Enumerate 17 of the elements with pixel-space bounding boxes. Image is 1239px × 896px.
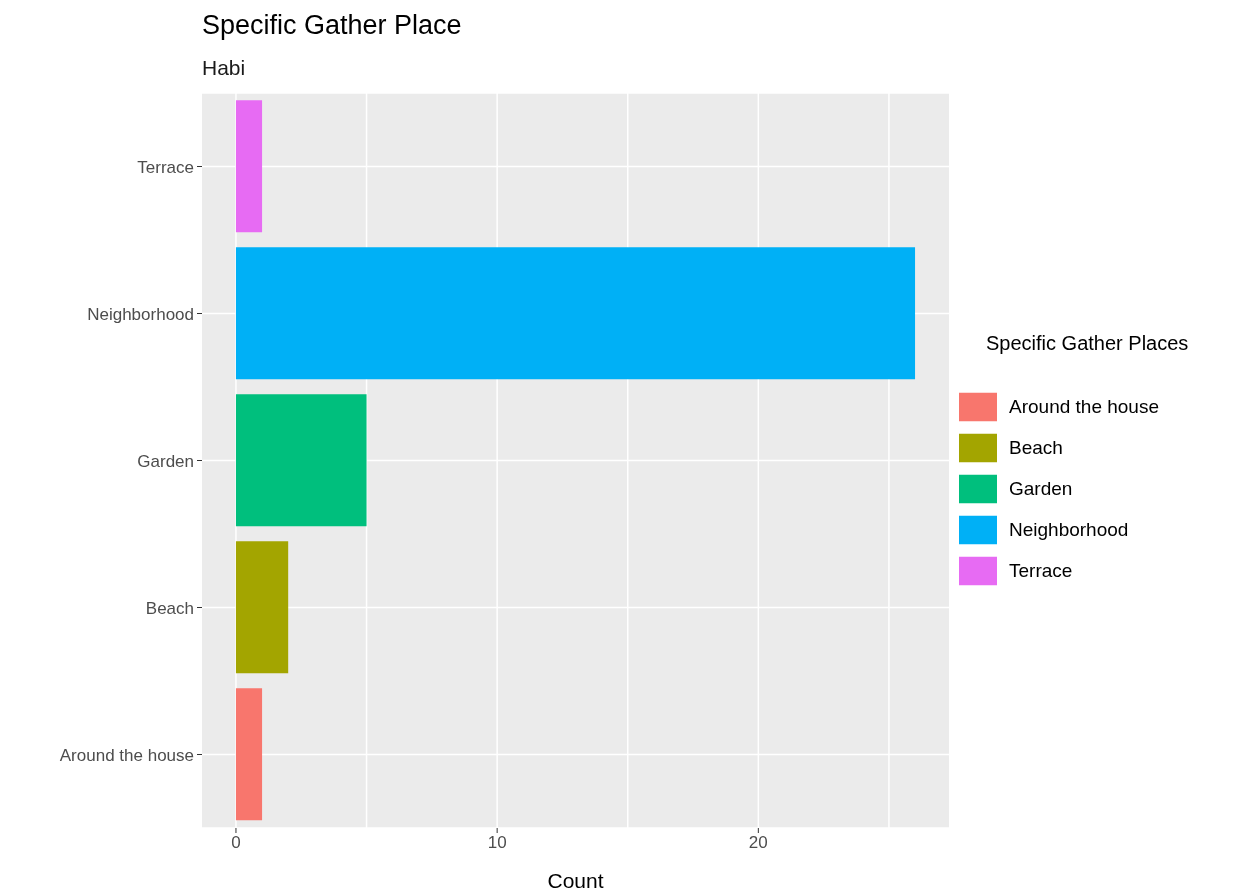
y-tick-label: Garden (137, 451, 194, 471)
y-tick-label: Beach (145, 598, 194, 618)
y-tick-label: Terrace (137, 157, 194, 177)
chart-subtitle: Habi (202, 56, 246, 80)
legend-label: Terrace (1009, 559, 1073, 581)
legend-label: Neighborhood (1009, 518, 1129, 540)
x-axis-title: Count (547, 869, 604, 892)
legend-label: Garden (1009, 477, 1073, 499)
legend-title: Specific Gather Places (986, 332, 1189, 355)
x-tick-label: 10 (487, 833, 507, 852)
chart-title: Specific Gather Place (202, 10, 462, 41)
legend-label: Around the house (1009, 395, 1160, 417)
y-tick-label: Neighborhood (87, 304, 194, 324)
x-tick-label: 0 (231, 833, 241, 852)
legend-label: Beach (1009, 436, 1063, 458)
y-tick-label: Around the house (59, 745, 194, 765)
x-tick-label: 20 (748, 833, 768, 852)
